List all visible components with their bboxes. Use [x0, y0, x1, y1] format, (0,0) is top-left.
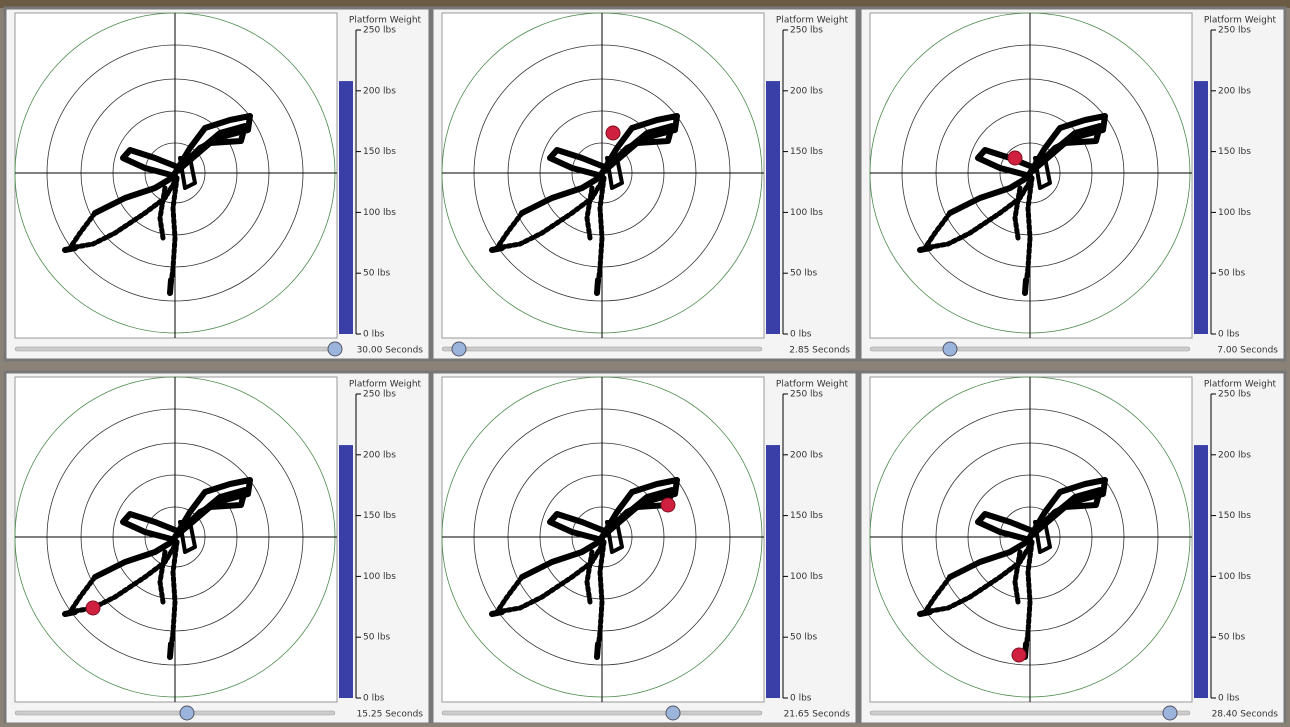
- tick-label: 50 lbs: [790, 633, 818, 643]
- slider-track[interactable]: [15, 711, 335, 715]
- time-label: 15.25 Seconds: [357, 710, 424, 720]
- slider-thumb[interactable]: [180, 706, 194, 720]
- weight-bar: [766, 445, 780, 698]
- tick-label: 0 lbs: [790, 694, 812, 704]
- tick-label: 100 lbs: [1218, 208, 1251, 218]
- tick-label: 250 lbs: [790, 26, 823, 36]
- gauge-title: Platform Weight: [349, 380, 422, 390]
- tick-label: 0 lbs: [1218, 330, 1240, 340]
- time-label: 2.85 Seconds: [789, 346, 850, 356]
- gauge-title: Platform Weight: [776, 380, 849, 390]
- time-label: 28.40 Seconds: [1212, 710, 1279, 720]
- tick-label: 200 lbs: [1218, 450, 1251, 460]
- gauge-title: Platform Weight: [776, 16, 849, 26]
- tick-label: 150 lbs: [1218, 147, 1251, 157]
- time-label: 7.00 Seconds: [1217, 346, 1278, 356]
- slider-track[interactable]: [15, 347, 335, 351]
- tick-label: 50 lbs: [363, 269, 391, 279]
- tick-label: 200 lbs: [790, 450, 823, 460]
- tick-label: 200 lbs: [363, 86, 396, 96]
- weight-bar: [766, 81, 780, 334]
- screen: Platform Weight250 lbs200 lbs150 lbs100 …: [0, 0, 1290, 723]
- tick-label: 50 lbs: [1218, 269, 1246, 279]
- slider-thumb[interactable]: [666, 706, 680, 720]
- tick-label: 150 lbs: [363, 147, 396, 157]
- tick-label: 150 lbs: [363, 511, 396, 521]
- slider-track[interactable]: [870, 711, 1190, 715]
- position-marker: [1008, 151, 1022, 165]
- position-marker: [606, 126, 620, 140]
- tick-label: 50 lbs: [790, 269, 818, 279]
- gauge-title: Platform Weight: [1204, 380, 1277, 390]
- tick-label: 50 lbs: [1218, 633, 1246, 643]
- tick-label: 200 lbs: [790, 86, 823, 96]
- slider-thumb[interactable]: [1163, 706, 1177, 720]
- position-marker: [1012, 648, 1026, 662]
- slider-track[interactable]: [870, 347, 1190, 351]
- tick-label: 100 lbs: [363, 208, 396, 218]
- tick-label: 50 lbs: [363, 633, 391, 643]
- tick-label: 0 lbs: [363, 330, 385, 340]
- tick-label: 250 lbs: [1218, 390, 1251, 400]
- tick-label: 100 lbs: [790, 572, 823, 582]
- tick-label: 200 lbs: [1218, 86, 1251, 96]
- tick-label: 100 lbs: [790, 208, 823, 218]
- gauge-title: Platform Weight: [1204, 16, 1277, 26]
- tick-label: 0 lbs: [790, 330, 812, 340]
- slider-track[interactable]: [442, 711, 762, 715]
- time-label: 30.00 Seconds: [357, 346, 424, 356]
- tick-label: 0 lbs: [363, 694, 385, 704]
- position-marker: [86, 601, 100, 615]
- tick-label: 250 lbs: [790, 390, 823, 400]
- slider-thumb[interactable]: [328, 342, 342, 356]
- position-marker: [661, 498, 675, 512]
- slider-track[interactable]: [442, 347, 762, 351]
- weight-bar: [339, 445, 353, 698]
- time-label: 21.65 Seconds: [784, 710, 851, 720]
- tick-label: 150 lbs: [790, 511, 823, 521]
- tick-label: 100 lbs: [363, 572, 396, 582]
- tick-label: 0 lbs: [1218, 694, 1240, 704]
- tick-label: 250 lbs: [363, 26, 396, 36]
- tick-label: 100 lbs: [1218, 572, 1251, 582]
- gauge-title: Platform Weight: [349, 16, 422, 26]
- slider-thumb[interactable]: [943, 342, 957, 356]
- tick-label: 250 lbs: [363, 390, 396, 400]
- tick-label: 250 lbs: [1218, 26, 1251, 36]
- weight-bar: [1194, 81, 1208, 334]
- tick-label: 150 lbs: [1218, 511, 1251, 521]
- tick-label: 150 lbs: [790, 147, 823, 157]
- slider-thumb[interactable]: [452, 342, 466, 356]
- tick-label: 200 lbs: [363, 450, 396, 460]
- weight-bar: [339, 81, 353, 334]
- weight-bar: [1194, 445, 1208, 698]
